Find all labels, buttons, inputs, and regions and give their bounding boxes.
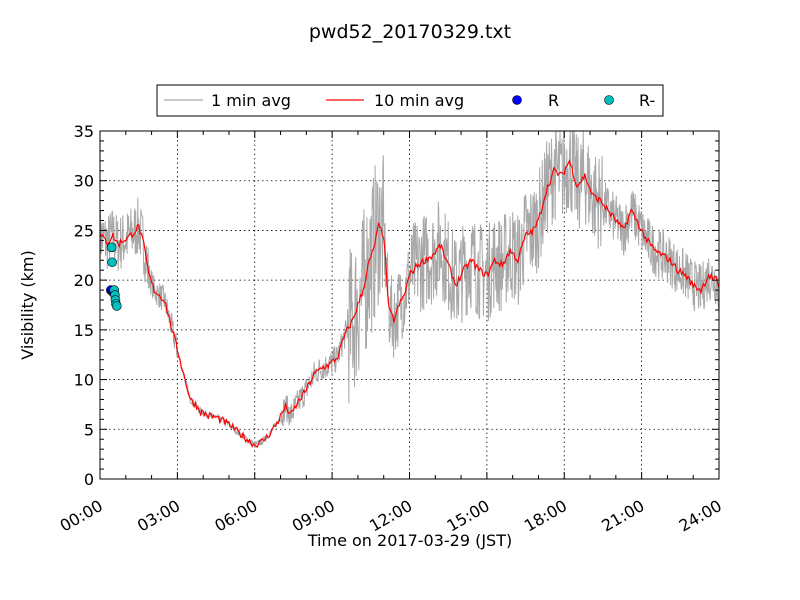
x-tick-label: 09:00 — [289, 496, 338, 536]
legend: 1 min avg 10 min avg R R- — [156, 84, 664, 117]
precip-marker-point — [106, 242, 117, 253]
y-tick-labels: 0 5 10 15 20 25 30 35 — [74, 122, 94, 489]
y-tick-label: 25 — [74, 221, 94, 240]
legend-label-1min: 1 min avg — [211, 91, 291, 110]
one-min-avg-series — [99, 130, 720, 448]
y-tick-label: 0 — [84, 470, 94, 489]
legend-label-10min: 10 min avg — [374, 91, 464, 110]
y-tick-label: 10 — [74, 371, 94, 390]
x-tick-label: 21:00 — [598, 496, 647, 536]
x-tick-labels: 00:00 03:00 06:00 09:00 12:00 15:00 18:00 21:00… — [57, 496, 725, 536]
precip-markers — [106, 242, 122, 311]
x-tick-label: 00:00 — [57, 496, 106, 536]
x-axis-title: Time on 2017-03-29 (JST) — [307, 531, 512, 550]
precip-marker-point — [107, 257, 117, 268]
x-tick-label: 24:00 — [676, 496, 725, 536]
legend-label-r-minus: R- — [639, 91, 655, 110]
legend-box — [156, 84, 664, 117]
y-tick-label: 30 — [74, 172, 94, 191]
grid-lines — [100, 131, 719, 479]
axis-ticks — [99, 130, 720, 480]
x-tick-label: 18:00 — [521, 496, 570, 536]
y-tick-label: 35 — [74, 122, 94, 141]
legend-marker-r — [512, 95, 522, 105]
legend-label-r: R — [548, 91, 559, 110]
ten-min-avg-line — [99, 159, 720, 449]
x-tick-label: 15:00 — [443, 496, 492, 536]
plot-frame — [99, 130, 720, 480]
y-axis-title: Visibility (km) — [18, 250, 37, 359]
one-min-avg-line — [99, 130, 720, 448]
x-tick-label: 03:00 — [134, 496, 183, 536]
precip-marker-point — [111, 301, 122, 311]
x-tick-label: 06:00 — [211, 496, 260, 536]
ten-min-avg-series — [99, 159, 720, 449]
y-tick-label: 20 — [74, 271, 94, 290]
legend-marker-r-minus — [604, 95, 614, 105]
x-tick-label: 12:00 — [366, 496, 415, 536]
y-tick-label: 5 — [84, 420, 94, 439]
y-tick-label: 15 — [74, 321, 94, 340]
chart-title: pwd52_20170329.txt — [309, 21, 511, 43]
